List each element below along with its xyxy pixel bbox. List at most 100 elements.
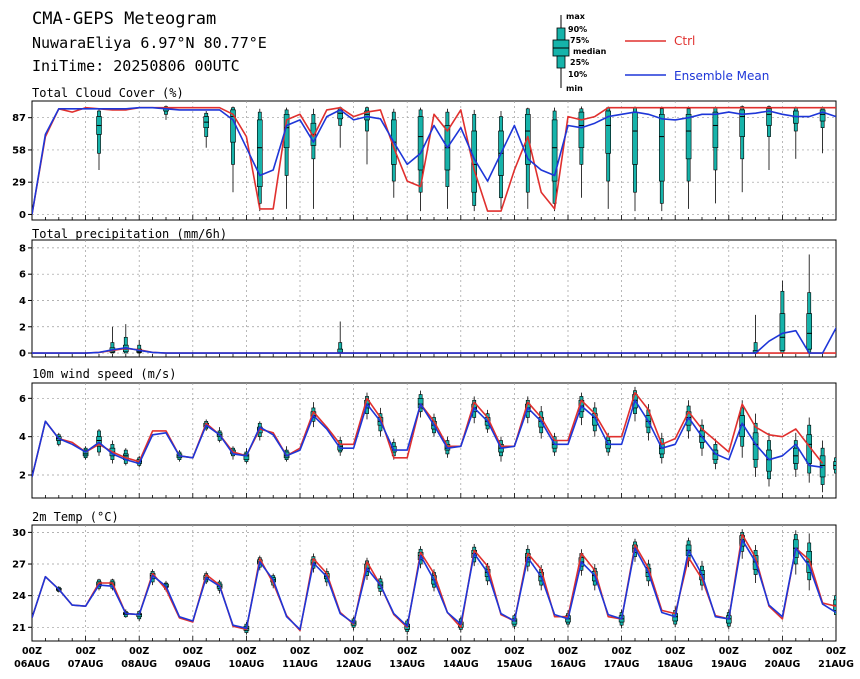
x-tick-date: 19AUG [711,659,747,670]
box-lower-tail [472,191,477,206]
box-whisker [766,432,772,487]
box-iqr [632,111,638,165]
box-iqr [96,436,102,447]
box-whisker [806,254,813,354]
series-mean-line [32,327,836,354]
box-whisker [806,417,813,483]
x-tick-hour: 00Z [826,646,846,657]
box-whisker [82,446,89,460]
box-lower-tail [673,620,678,625]
box-lower-tail [713,147,718,171]
x-tick-date: 12AUG [336,659,372,670]
x-tick-date: 13AUG [389,659,425,670]
box-whisker [766,105,772,170]
box-iqr [256,119,263,187]
plot-area [32,105,836,215]
box-whisker [792,106,799,159]
series-ctrl-line [32,391,824,478]
y-tick-label: 30 [12,528,26,539]
x-tick-date: 15AUG [497,659,533,670]
box-lower-tail [713,459,718,464]
box-iqr [658,114,665,182]
box-upper-tail [110,342,115,349]
legend-key-p90: 90% [568,25,587,34]
y-tick-label: 6 [19,270,26,281]
box-whisker [752,314,759,354]
box-upper-tail [97,430,101,437]
legend-key-max: max [566,12,586,21]
box-lower-tail [700,442,704,449]
box-upper-tail [767,440,771,451]
panel-3: 10m wind speed (m/s) 2 4 6 [19,367,837,499]
legend-key-min: min [566,84,583,93]
box-lower-tail [204,127,209,137]
box-lower-tail [633,407,637,414]
panel-title: Total Cloud Cover (%) [32,86,184,100]
box-upper-tail [418,394,423,399]
box-whisker [685,106,692,209]
box-lower-tail [525,164,530,193]
x-tick-date: 20AUG [765,659,801,670]
box-upper-tail [418,109,423,117]
series-mean-line [32,106,836,215]
series-mean-line [32,538,836,631]
box-lower-tail [740,436,745,447]
x-tick-hour: 00Z [290,646,310,657]
box-lower-tail [592,424,597,432]
box-upper-tail [848,283,851,300]
x-tick-date: 08AUG [121,659,157,670]
box-upper-tail [378,578,383,583]
box-iqr [766,108,772,126]
box-lower-tail [499,175,503,199]
plot-area [32,386,836,493]
box-upper-tail [793,534,798,541]
box-whisker [337,106,344,148]
panel-title: Total precipitation (mm/6h) [32,227,227,241]
box-upper-tail [686,405,691,413]
box-lower-tail [351,624,356,628]
box-lower-tail [56,440,61,445]
box-iqr [685,114,692,160]
box-lower-tail [445,449,450,455]
box-whisker [498,436,504,462]
box-whisker [96,429,102,456]
box-upper-tail [445,111,450,126]
box-lower-tail [405,629,410,632]
box-upper-tail [848,601,851,604]
box-upper-tail [807,542,812,552]
x-tick-hour: 00Z [22,646,42,657]
box-iqr [417,398,424,409]
box-lower-tail [686,158,691,182]
box-upper-tail [753,342,758,351]
y-tick-label: 4 [19,432,26,443]
box-whisker [578,106,585,198]
x-tick-date: 09AUG [175,659,211,670]
box-upper-tail [391,442,396,447]
legend-key-p10: 10% [568,70,587,79]
box-upper-tail [807,424,812,436]
box-lower-tail [753,459,758,468]
box-lower-tail [793,122,798,132]
box-lower-tail [378,424,383,432]
box-upper-tail [97,579,101,583]
box-lower-tail [848,346,851,353]
x-tick-date: 07AUG [68,659,104,670]
x-tick-hour: 00Z [504,646,524,657]
box-iqr [847,300,852,346]
box-upper-tail [472,114,477,132]
y-tick-label: 4 [19,296,26,307]
box-whisker [337,321,344,354]
box-whisker [819,106,826,154]
box-iqr [847,604,852,612]
init-time-line: IniTime: 20250806 00UTC [32,57,240,75]
box-lower-tail [566,621,570,625]
x-tick-date: 17AUG [604,659,640,670]
box-whisker [712,106,719,204]
box-lower-tail [512,623,517,627]
box-lower-tail [284,147,289,176]
box-lower-tail [311,145,316,160]
box-whisker [498,111,504,209]
x-tick-date: 11AUG [282,659,318,670]
box-upper-tail [499,116,503,132]
